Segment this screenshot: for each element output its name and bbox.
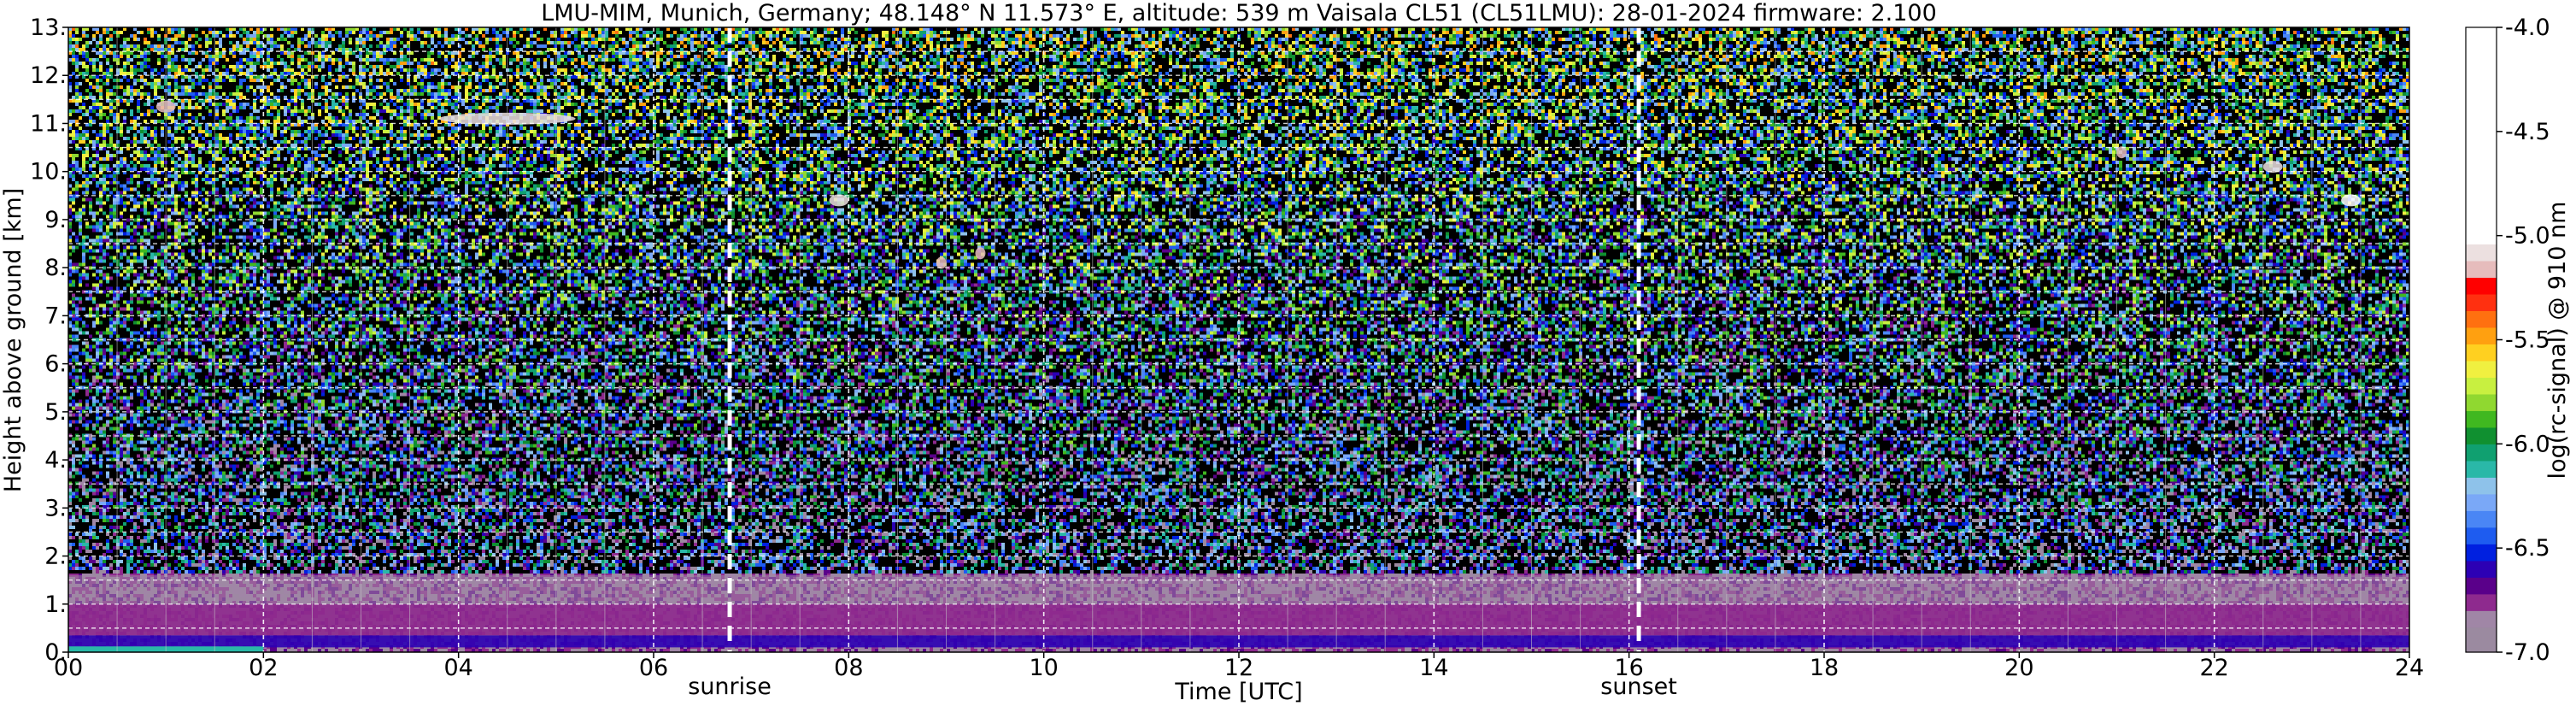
x-axis-ticks: 00 02 04 06 08 10 12 14 16 18 20 22 24 xyxy=(54,652,2424,681)
colorbar-segment xyxy=(2466,310,2497,328)
y-tick-label: 4. xyxy=(44,447,67,474)
x-tick-label: 14 xyxy=(1419,655,1448,681)
colorbar-tick-label: -4.5 xyxy=(2505,119,2550,145)
colorbar-segment xyxy=(2466,593,2497,611)
colorbar-segment xyxy=(2466,527,2497,544)
colorbar: -7.0 -6.5 -6.0 -5.5 -5.0 -4.5 -4.0 xyxy=(2465,15,2550,666)
colorbar-tick-label: -6.0 xyxy=(2505,431,2550,457)
y-axis-label: Height above ground [km] xyxy=(0,188,26,492)
colorbar-segment xyxy=(2466,427,2497,444)
colorbar-segment xyxy=(2466,344,2497,362)
x-tick-label: 16 xyxy=(1614,655,1643,681)
sunrise-label: sunrise xyxy=(688,674,772,700)
colorbar-segment xyxy=(2466,27,2497,245)
x-tick-label: 02 xyxy=(249,655,278,681)
colorbar-segment xyxy=(2466,293,2497,311)
colorbar-segment xyxy=(2466,627,2497,653)
colorbar-segment xyxy=(2466,560,2497,578)
colorbar-segment xyxy=(2466,544,2497,562)
colorbar-segment xyxy=(2466,393,2497,411)
colorbar-tick-label: -4.0 xyxy=(2505,15,2550,41)
x-tick-label: 08 xyxy=(834,655,863,681)
colorbar-segment xyxy=(2466,377,2497,395)
colorbar-tick-label: -7.0 xyxy=(2505,639,2550,666)
colorbar-segment xyxy=(2466,510,2497,528)
y-tick-label: 8. xyxy=(44,255,67,281)
colorbar-tick-label: -5.5 xyxy=(2505,327,2550,354)
cloud-patch xyxy=(975,247,986,260)
colorbar-segment xyxy=(2466,410,2497,428)
cloud-patch xyxy=(936,256,947,269)
y-tick-label: 12. xyxy=(30,62,67,89)
y-tick-label: 6. xyxy=(44,351,67,378)
y-tick-label: 2. xyxy=(44,544,67,570)
sunset-label: sunset xyxy=(1600,674,1677,700)
colorbar-segment xyxy=(2466,327,2497,344)
y-tick-label: 5. xyxy=(44,399,67,426)
colorbar-segment xyxy=(2466,244,2497,262)
colorbar-segment xyxy=(2466,610,2497,628)
x-tick-label: 24 xyxy=(2395,655,2424,681)
x-tick-label: 06 xyxy=(639,655,668,681)
x-tick-label: 18 xyxy=(1810,655,1839,681)
x-tick-label: 10 xyxy=(1029,655,1058,681)
y-tick-label: 9. xyxy=(44,207,67,233)
grid-lines xyxy=(68,27,2409,652)
y-tick-label: 11. xyxy=(30,110,67,137)
colorbar-segment xyxy=(2466,277,2497,295)
colorbar-segment xyxy=(2466,577,2497,595)
y-axis-ticks: 0. 1. 2. 3. 4. 5. 6. 7. 8. 9. 10. 11. 12. 13. xyxy=(30,15,68,666)
sun-markers: sunrise sunset xyxy=(688,27,1677,700)
y-tick-label: 3. xyxy=(44,495,67,521)
x-tick-label: 04 xyxy=(443,655,472,681)
x-axis-label: Time [UTC] xyxy=(1174,679,1302,705)
y-tick-label: 10. xyxy=(30,159,67,185)
colorbar-tick-label: -6.5 xyxy=(2505,535,2550,562)
x-tick-label: 00 xyxy=(54,655,83,681)
colorbar-segment xyxy=(2466,460,2497,478)
x-tick-label: 22 xyxy=(2199,655,2228,681)
cloud-patch xyxy=(2116,146,2127,159)
y-tick-label: 7. xyxy=(44,303,67,329)
y-tick-label: 1. xyxy=(44,591,67,618)
colorbar-label: log(rc-signal) @ 910 nm xyxy=(2544,202,2571,479)
colorbar-segment xyxy=(2466,444,2497,462)
cloud-patch xyxy=(829,194,849,207)
y-tick-label: 0. xyxy=(44,639,67,666)
chart-title: LMU-MIM, Munich, Germany; 48.148° N 11.5… xyxy=(541,0,1937,26)
colorbar-segment xyxy=(2466,260,2497,278)
cloud-patch xyxy=(2262,161,2283,174)
x-tick-label: 20 xyxy=(2004,655,2033,681)
colorbar-segment xyxy=(2466,477,2497,495)
colorbar-tick-label: -5.0 xyxy=(2505,223,2550,250)
y-tick-label: 13. xyxy=(30,15,67,41)
x-tick-label: 12 xyxy=(1224,655,1253,681)
colorbar-segment xyxy=(2466,493,2497,511)
cloud-patch xyxy=(2341,194,2361,207)
colorbar-segment xyxy=(2466,360,2497,378)
